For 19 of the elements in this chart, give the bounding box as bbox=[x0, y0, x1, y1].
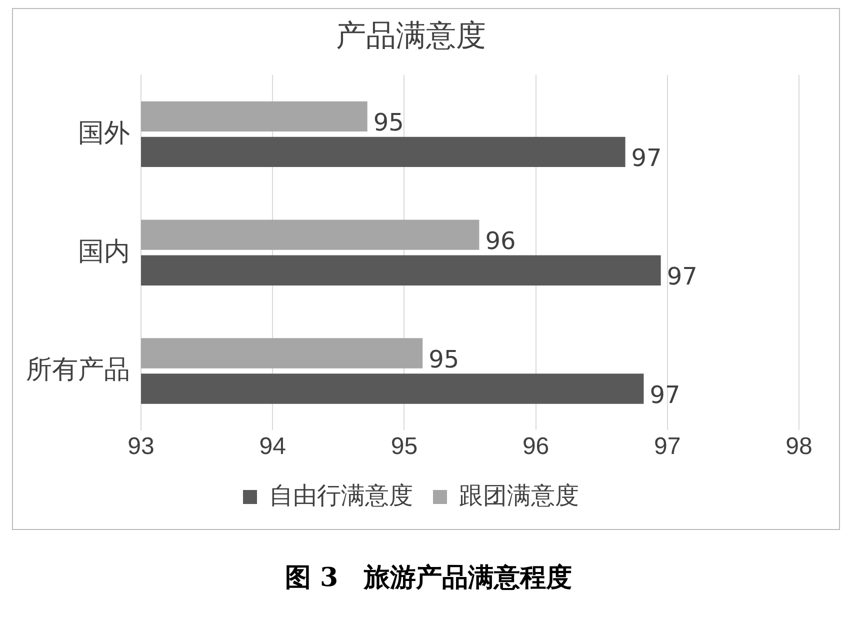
y-tick-label: 国内 bbox=[78, 236, 130, 266]
x-tick-label: 98 bbox=[786, 433, 812, 460]
y-tick-label: 所有产品 bbox=[26, 354, 130, 384]
data-label: 97 bbox=[666, 262, 698, 291]
chart-title: 产品满意度 bbox=[336, 19, 486, 52]
legend-label: 跟团满意度 bbox=[459, 482, 579, 510]
data-label: 97 bbox=[631, 144, 662, 172]
y-tick-label: 国外 bbox=[78, 117, 130, 148]
x-tick-label: 95 bbox=[390, 433, 418, 460]
data-label: 96 bbox=[485, 227, 516, 256]
x-tick-label: 96 bbox=[522, 433, 550, 460]
legend-label: 自由行满意度 bbox=[269, 482, 413, 510]
x-tick-label: 97 bbox=[654, 433, 681, 460]
x-tick-label: 93 bbox=[128, 433, 154, 460]
x-tick-label: 94 bbox=[259, 433, 286, 460]
caption: 图 3 旅游产品满意程度 bbox=[284, 562, 574, 595]
data-label: 97 bbox=[650, 380, 680, 409]
data-label: 95 bbox=[373, 108, 404, 137]
data-label: 95 bbox=[428, 345, 460, 374]
